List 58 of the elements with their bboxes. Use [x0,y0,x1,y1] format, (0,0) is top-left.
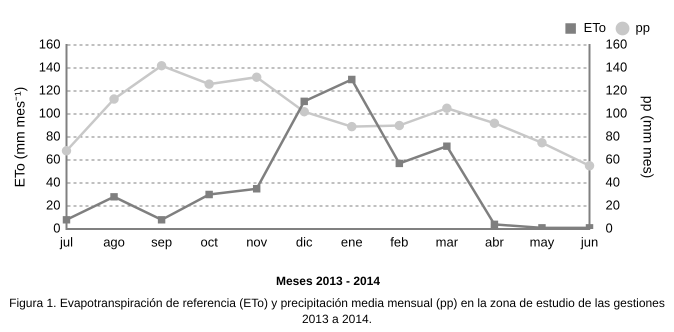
point [158,216,166,224]
x-tick-label: feb [390,234,408,250]
x-tick-label: jul [58,234,74,250]
y-tick-label: 100 [38,106,60,121]
x-tick-label: dic [296,234,314,250]
point [204,79,214,89]
point [584,161,594,170]
point [443,142,451,150]
y2-tick-label: 0 [606,220,613,236]
y2-tick-label: 20 [606,198,620,213]
point [442,104,452,113]
point [347,122,357,132]
point [348,76,356,84]
y2-tick-label: 140 [606,60,628,75]
x-tick-label: sep [151,234,172,250]
y2-tick-label: 160 [606,36,628,52]
point [394,120,404,130]
point [396,160,404,168]
x-tick-label: oct [200,234,218,250]
y-tick-label: 160 [38,36,60,52]
point [62,146,72,156]
y2-axis-title: pp (mm mes) [640,96,657,178]
y-tick-label: 60 [46,152,60,167]
point [490,220,498,228]
x-tick-label: jun [580,234,598,250]
y-tick-label: 20 [46,198,60,213]
y-tick-label: 140 [38,60,60,75]
point [299,106,309,116]
y-tick-label: 40 [46,174,60,190]
point [300,98,308,106]
x-axis-title: Meses 2013 - 2014 [276,274,380,288]
y2-tick-label: 100 [606,106,628,121]
point [490,118,500,128]
x-tick-label: mar [436,234,459,250]
x-tick-label: ene [340,234,363,250]
point [156,60,166,70]
point [62,216,70,224]
point [537,138,547,148]
point [252,72,262,82]
x-tick-label: nov [246,234,268,250]
y-tick-label: 120 [38,82,60,98]
point [110,193,118,201]
y2-tick-label: 120 [606,82,628,98]
legend-label: pp [636,20,650,36]
x-tick-label: abr [485,234,504,250]
point [252,185,260,192]
y2-tick-label: 40 [606,174,620,190]
x-tick-label: may [530,234,555,250]
y-tick-label: 0 [53,220,60,236]
point [109,94,119,104]
y-axis-title: ETo (mm mes⁻¹) [11,86,28,188]
x-tick-label: ago [103,234,125,250]
legend-label: ETo [584,20,606,36]
y-tick-label: 80 [46,128,60,144]
y2-tick-label: 60 [606,152,620,167]
text: Figura 1. Evapotranspiración de referencia (ETo) y precipitación media mensual (pp) en la zona de estudio de las gestiones 2013 a 2014. [8,295,666,327]
y2-tick-label: 80 [606,128,620,144]
point [205,190,213,198]
